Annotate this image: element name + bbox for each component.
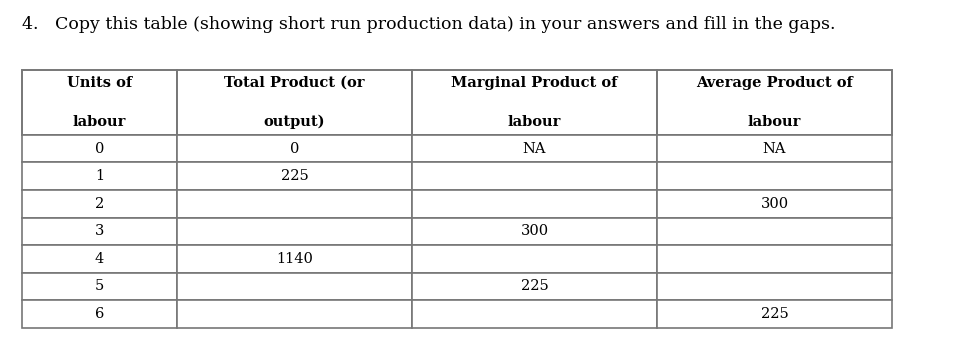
Bar [177,163,412,190]
Bar [22,135,177,163]
Text: NA: NA [522,142,547,156]
Text: 6: 6 [94,307,104,321]
Text: 4.   Copy this table (showing short run production data) in your answers and fil: 4. Copy this table (showing short run pr… [22,16,836,33]
Text: 4: 4 [94,252,104,266]
Bar [657,190,892,218]
Text: 300: 300 [761,197,789,211]
Text: 0: 0 [290,142,299,156]
Text: NA: NA [763,142,787,156]
Bar [177,218,412,245]
Text: 5: 5 [94,279,104,293]
Text: Average Product of

labour: Average Product of labour [696,76,853,129]
Bar [657,218,892,245]
Bar [657,163,892,190]
Bar [412,190,657,218]
Text: 225: 225 [281,169,308,183]
Bar [22,190,177,218]
Bar [22,218,177,245]
Bar [177,300,412,328]
Bar [177,273,412,300]
Bar [22,245,177,273]
Bar [657,300,892,328]
Bar [657,245,892,273]
Text: 0: 0 [94,142,104,156]
Bar [412,163,657,190]
Text: 300: 300 [521,224,549,238]
Bar [657,135,892,163]
Bar [412,135,657,163]
Text: 3: 3 [94,224,104,238]
Bar [412,70,657,135]
Text: 225: 225 [761,307,789,321]
Bar [412,273,657,300]
Bar [177,135,412,163]
Bar [657,70,892,135]
Text: Total Product (or

output): Total Product (or output) [225,76,364,129]
Text: 1140: 1140 [276,252,313,266]
Text: 1: 1 [94,169,104,183]
Bar [22,273,177,300]
Text: 225: 225 [521,279,549,293]
Bar [177,245,412,273]
Bar [412,300,657,328]
Bar [22,70,177,135]
Text: Units of

labour: Units of labour [67,76,132,129]
Text: 2: 2 [94,197,104,211]
Bar [412,218,657,245]
Bar [22,163,177,190]
Bar [177,70,412,135]
Bar [657,273,892,300]
Bar [22,300,177,328]
Text: Marginal Product of

labour: Marginal Product of labour [451,76,618,129]
Bar [412,245,657,273]
Bar [177,190,412,218]
